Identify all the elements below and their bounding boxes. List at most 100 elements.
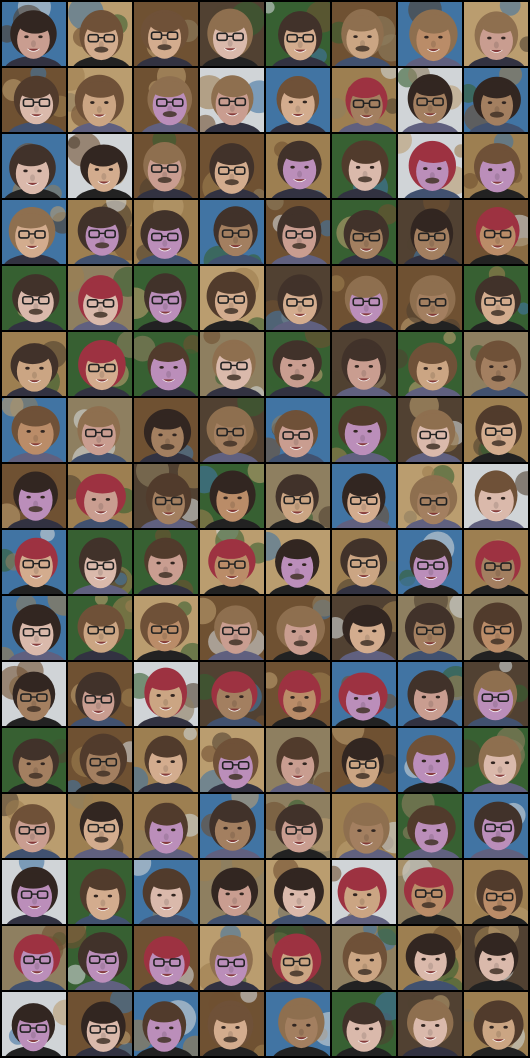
face-image bbox=[2, 464, 66, 528]
face-image bbox=[68, 464, 132, 528]
face-image bbox=[464, 992, 528, 1056]
face-image bbox=[398, 728, 462, 792]
face-image bbox=[2, 992, 66, 1056]
face-image bbox=[68, 596, 132, 660]
face-image bbox=[200, 68, 264, 132]
face-image bbox=[332, 992, 396, 1056]
face-tile bbox=[332, 68, 396, 132]
face-tile bbox=[2, 992, 66, 1056]
face-image bbox=[68, 926, 132, 990]
face-tile bbox=[134, 134, 198, 198]
face-tile bbox=[68, 332, 132, 396]
face-image bbox=[464, 68, 528, 132]
face-tile bbox=[266, 530, 330, 594]
face-image bbox=[134, 794, 198, 858]
face-image bbox=[266, 68, 330, 132]
face-tile bbox=[68, 266, 132, 330]
face-image bbox=[464, 728, 528, 792]
face-tile bbox=[332, 728, 396, 792]
face-image bbox=[134, 398, 198, 462]
face-tile bbox=[398, 926, 462, 990]
face-tile bbox=[2, 662, 66, 726]
face-tile bbox=[68, 530, 132, 594]
face-tile bbox=[68, 134, 132, 198]
face-tile bbox=[68, 596, 132, 660]
face-image bbox=[68, 794, 132, 858]
face-tile bbox=[134, 332, 198, 396]
face-tile bbox=[398, 728, 462, 792]
face-image bbox=[134, 266, 198, 330]
face-tile bbox=[266, 926, 330, 990]
face-tile bbox=[134, 860, 198, 924]
face-tile bbox=[464, 266, 528, 330]
face-tile bbox=[2, 332, 66, 396]
face-image bbox=[266, 728, 330, 792]
face-image bbox=[68, 530, 132, 594]
face-image bbox=[68, 728, 132, 792]
face-tile bbox=[464, 398, 528, 462]
face-image bbox=[266, 860, 330, 924]
face-image bbox=[200, 266, 264, 330]
face-tile bbox=[398, 134, 462, 198]
face-image bbox=[2, 398, 66, 462]
face-tile bbox=[134, 992, 198, 1056]
face-image bbox=[2, 134, 66, 198]
face-image bbox=[68, 68, 132, 132]
face-tile bbox=[266, 662, 330, 726]
face-image bbox=[464, 662, 528, 726]
face-image bbox=[266, 134, 330, 198]
face-tile bbox=[398, 68, 462, 132]
face-tile bbox=[200, 926, 264, 990]
face-tile bbox=[200, 134, 264, 198]
face-tile bbox=[464, 332, 528, 396]
face-image bbox=[266, 332, 330, 396]
face-image bbox=[134, 596, 198, 660]
face-image bbox=[2, 332, 66, 396]
face-tile bbox=[266, 266, 330, 330]
face-tile bbox=[266, 860, 330, 924]
face-image bbox=[332, 926, 396, 990]
face-tile bbox=[398, 200, 462, 264]
face-image bbox=[332, 398, 396, 462]
face-image bbox=[266, 530, 330, 594]
face-tile bbox=[2, 926, 66, 990]
face-image bbox=[398, 2, 462, 66]
face-image bbox=[2, 926, 66, 990]
face-image bbox=[68, 332, 132, 396]
face-image bbox=[134, 68, 198, 132]
face-tile bbox=[398, 596, 462, 660]
face-image bbox=[2, 200, 66, 264]
face-image bbox=[332, 2, 396, 66]
face-tile bbox=[266, 992, 330, 1056]
face-image bbox=[134, 860, 198, 924]
face-tile bbox=[2, 728, 66, 792]
face-tile bbox=[464, 530, 528, 594]
face-tile bbox=[332, 992, 396, 1056]
face-image bbox=[332, 332, 396, 396]
face-tile bbox=[464, 68, 528, 132]
face-image bbox=[68, 200, 132, 264]
face-image bbox=[266, 464, 330, 528]
face-tile bbox=[134, 398, 198, 462]
face-image bbox=[134, 2, 198, 66]
face-tile bbox=[464, 794, 528, 858]
face-tile bbox=[200, 860, 264, 924]
face-tile bbox=[398, 992, 462, 1056]
face-image bbox=[464, 794, 528, 858]
face-tile bbox=[200, 530, 264, 594]
face-tile bbox=[134, 464, 198, 528]
face-tile bbox=[68, 662, 132, 726]
face-image bbox=[200, 926, 264, 990]
face-image bbox=[332, 266, 396, 330]
face-image bbox=[266, 266, 330, 330]
face-tile bbox=[2, 530, 66, 594]
face-tile bbox=[134, 68, 198, 132]
face-image bbox=[134, 200, 198, 264]
face-image bbox=[332, 662, 396, 726]
face-image bbox=[200, 200, 264, 264]
face-image bbox=[464, 860, 528, 924]
face-tile bbox=[464, 662, 528, 726]
face-tile bbox=[464, 596, 528, 660]
face-image bbox=[398, 596, 462, 660]
